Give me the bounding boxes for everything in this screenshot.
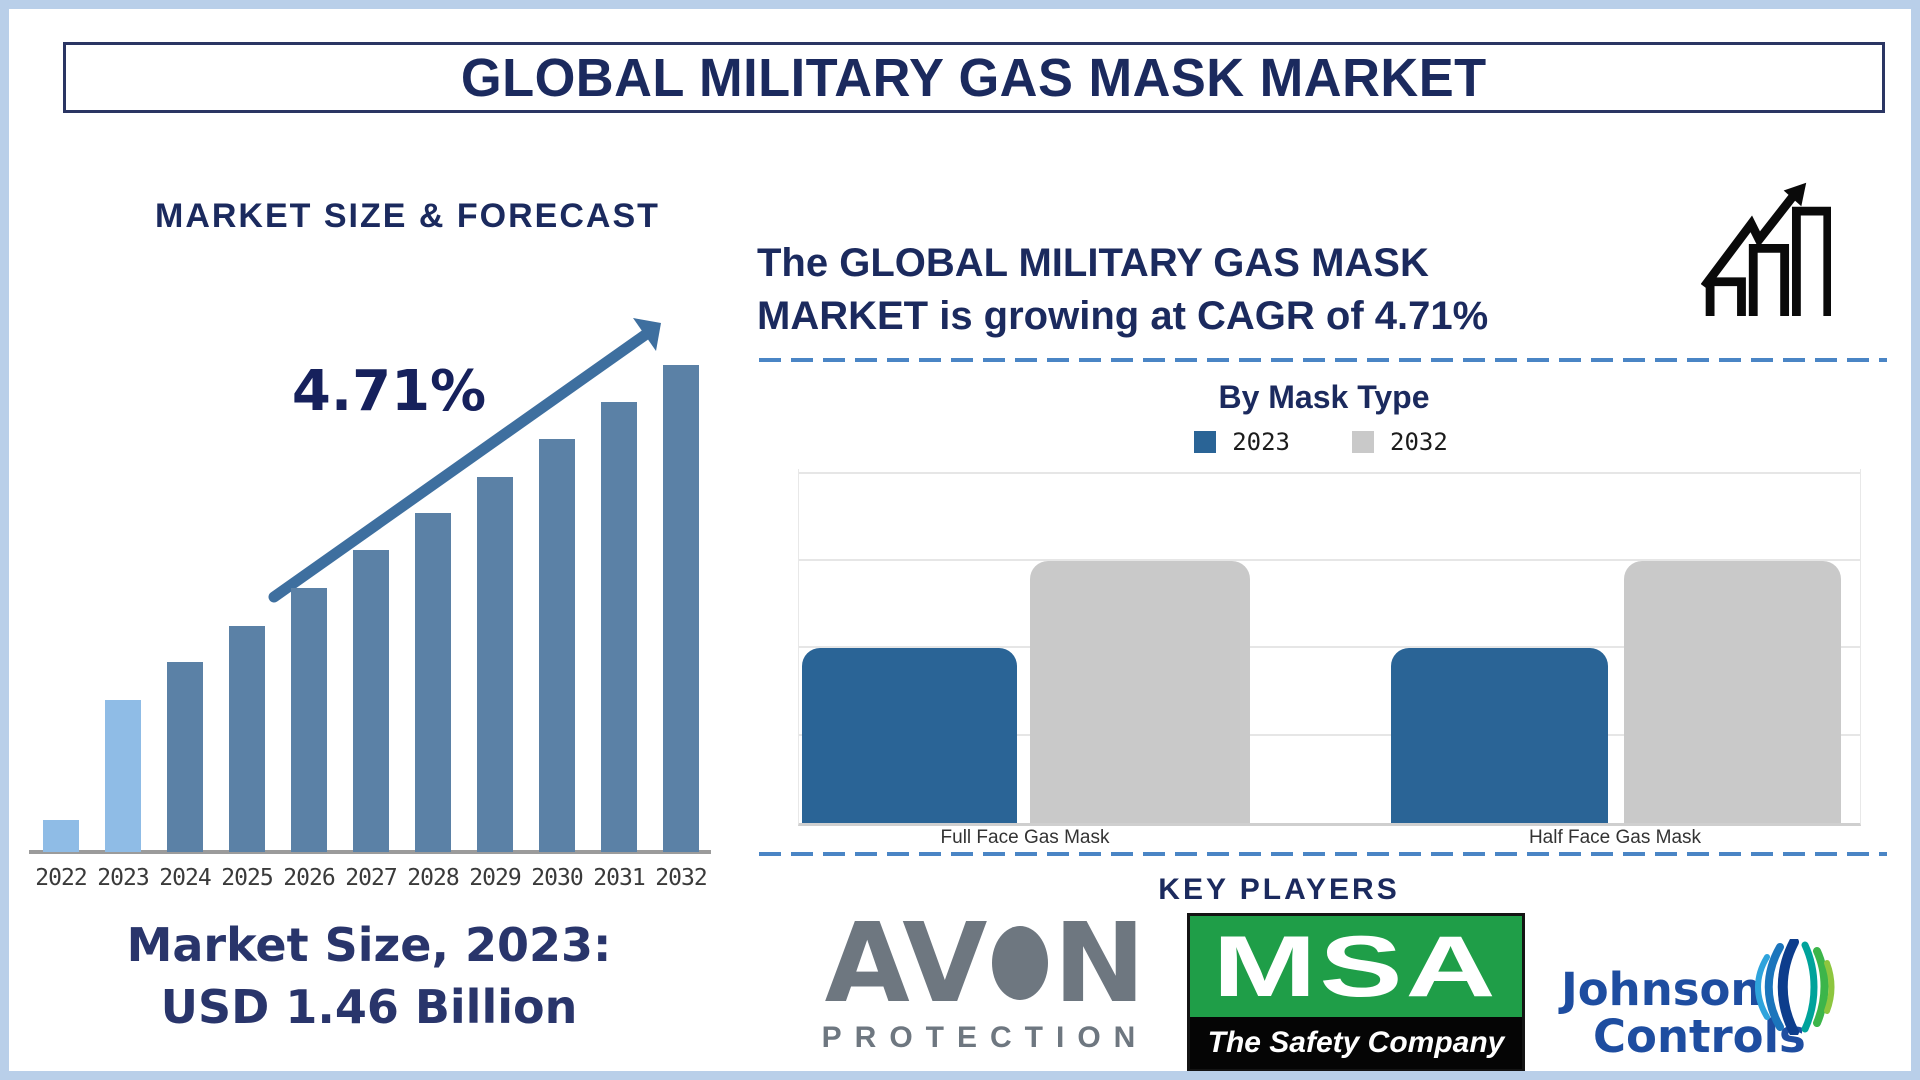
x-tick-2022: 2022 xyxy=(35,865,87,891)
gridline-1 xyxy=(799,734,1860,736)
mask-bar-2023-full-face xyxy=(802,648,1017,823)
forecast-bar-2032 xyxy=(663,365,699,852)
avon-wordmark: AV N xyxy=(819,899,1151,1027)
forecast-bar-2028 xyxy=(415,513,451,852)
market-size-caption-line1: Market Size, 2023: xyxy=(126,918,612,972)
msa-green-panel: MSA xyxy=(1190,916,1522,1017)
dashed-divider-top xyxy=(759,358,1887,362)
msa-logo: MSA The Safety Company xyxy=(1187,913,1525,1071)
cagr-statement-line1: The GLOBAL MILITARY GAS MASK xyxy=(757,241,1429,285)
x-tick-2026: 2026 xyxy=(283,865,335,891)
mask-bar-2032-full-face xyxy=(1030,561,1250,823)
johnson-controls-line2: Controls xyxy=(1593,1010,1806,1063)
avon-protection-subtitle: PROTECTION xyxy=(821,1021,1149,1054)
growth-arrow xyxy=(268,318,661,603)
avon-oval-o-icon xyxy=(992,926,1049,1000)
legend-swatch-2032 xyxy=(1352,431,1374,453)
gridline-3 xyxy=(799,559,1860,561)
category-label-half-face: Half Face Gas Mask xyxy=(1528,827,1702,848)
forecast-bar-chart: 4.71% 2022 2023 2024 2025 2026 2027 2028 2029 20… xyxy=(29,309,729,891)
mask-type-legend: 2023 2032 xyxy=(1121,428,1521,456)
forecast-bar-2027 xyxy=(353,550,389,852)
cagr-statement-line2: MARKET is growing at CAGR of 4.71% xyxy=(757,294,1489,338)
legend-label-2032: 2032 xyxy=(1390,428,1448,456)
avon-letters-av: AV xyxy=(824,899,988,1027)
cagr-value-label: 4.71% xyxy=(291,359,487,424)
page-title: GLOBAL MILITARY GAS MASK MARKET xyxy=(461,47,1487,108)
forecast-bar-2023 xyxy=(105,700,141,852)
x-tick-2032: 2032 xyxy=(655,865,707,891)
market-size-caption: Market Size, 2023: USD 1.46 Billion xyxy=(69,914,669,1038)
forecast-bar-2025 xyxy=(229,626,265,852)
forecast-bar-2029 xyxy=(477,477,513,852)
x-tick-2025: 2025 xyxy=(221,865,273,891)
msa-tagline: The Safety Company xyxy=(1207,1026,1505,1059)
msa-wordmark: MSA xyxy=(1213,918,1499,1015)
gridline-4 xyxy=(799,472,1860,474)
forecast-bar-2024 xyxy=(167,662,203,852)
msa-black-band: The Safety Company xyxy=(1190,1017,1522,1069)
mask-type-bar-chart xyxy=(798,469,1861,826)
forecast-chart-heading: MARKET SIZE & FORECAST xyxy=(155,197,660,235)
cagr-statement: The GLOBAL MILITARY GAS MASK MARKET is g… xyxy=(757,237,1637,343)
x-tick-2029: 2029 xyxy=(469,865,521,891)
x-axis-line xyxy=(29,850,711,854)
x-tick-2031: 2031 xyxy=(593,865,645,891)
legend-label-2023: 2023 xyxy=(1232,428,1290,456)
johnson-controls-globe-icon xyxy=(1755,939,1835,1035)
forecast-bar-2026 xyxy=(291,588,327,852)
forecast-bar-2030 xyxy=(539,439,575,852)
title-banner: GLOBAL MILITARY GAS MASK MARKET xyxy=(63,42,1885,113)
gridline-2 xyxy=(799,646,1860,648)
x-tick-2024: 2024 xyxy=(159,865,211,891)
forecast-bar-2031 xyxy=(601,402,637,852)
avon-protection-logo: AV N PROTECTION xyxy=(819,899,1151,1055)
mask-bar-2032-half-face xyxy=(1624,561,1841,823)
x-tick-2030: 2030 xyxy=(531,865,583,891)
forecast-bar-2022 xyxy=(43,820,79,852)
x-tick-2027: 2027 xyxy=(345,865,397,891)
key-players-title: KEY PLAYERS xyxy=(1158,873,1400,906)
avon-letter-n: N xyxy=(1053,899,1146,1027)
x-tick-2028: 2028 xyxy=(407,865,459,891)
johnson-controls-line1: Johnson xyxy=(1561,963,1763,1016)
mask-bar-2023-half-face xyxy=(1391,648,1608,823)
by-mask-type-title: By Mask Type xyxy=(1218,379,1430,415)
legend-swatch-2023 xyxy=(1194,431,1217,453)
market-size-caption-line2: USD 1.46 Billion xyxy=(160,980,578,1034)
dashed-divider-bottom xyxy=(759,852,1887,856)
x-tick-2023: 2023 xyxy=(97,865,149,891)
growth-trend-icon xyxy=(1701,182,1831,317)
category-label-full-face: Full Face Gas Mask xyxy=(940,827,1110,848)
